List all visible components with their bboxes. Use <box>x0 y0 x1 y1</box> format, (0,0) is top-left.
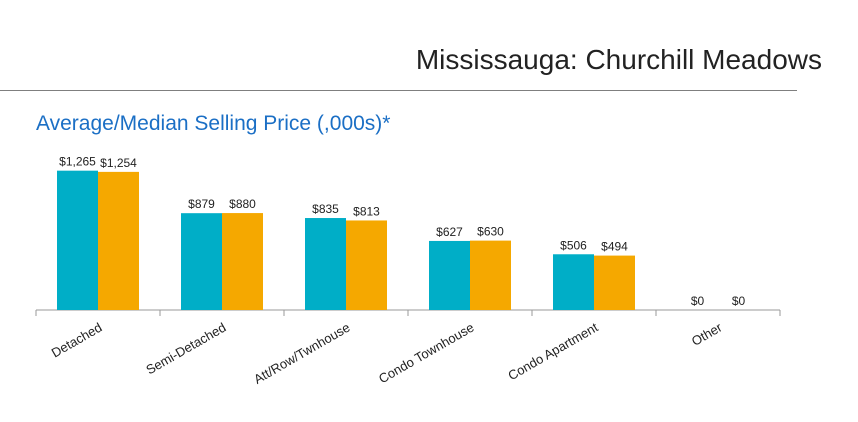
category-label: Att/Row/Twnhouse <box>251 320 352 387</box>
category-label: Condo Apartment <box>505 319 600 383</box>
bar <box>98 171 139 310</box>
data-label: $1,254 <box>100 156 137 170</box>
data-label: $627 <box>436 225 463 239</box>
data-label: $879 <box>188 197 215 211</box>
bar <box>429 240 470 310</box>
data-label: $813 <box>353 204 380 218</box>
bar <box>181 213 222 310</box>
data-label: $494 <box>601 240 628 254</box>
bar <box>222 213 263 310</box>
bar <box>57 170 98 310</box>
data-label: $0 <box>691 294 705 308</box>
category-label: Condo Townhouse <box>376 320 477 387</box>
chart-title: Average/Median Selling Price (,000s)* <box>36 112 391 135</box>
bar <box>470 240 511 310</box>
data-label: $835 <box>312 202 339 216</box>
category-label: Other <box>689 319 725 349</box>
bar <box>553 254 594 310</box>
bar <box>594 255 635 310</box>
data-label: $630 <box>477 225 504 239</box>
header-divider <box>0 90 797 91</box>
data-label: $0 <box>732 294 746 308</box>
category-label: Semi-Detached <box>143 320 228 378</box>
region-title: Mississauga: Churchill Meadows <box>415 44 822 75</box>
data-label: $506 <box>560 238 587 252</box>
data-label: $880 <box>229 197 256 211</box>
data-label: $1,265 <box>59 155 96 169</box>
bar <box>305 218 346 310</box>
category-label: Detached <box>49 320 105 361</box>
bar <box>346 220 387 310</box>
